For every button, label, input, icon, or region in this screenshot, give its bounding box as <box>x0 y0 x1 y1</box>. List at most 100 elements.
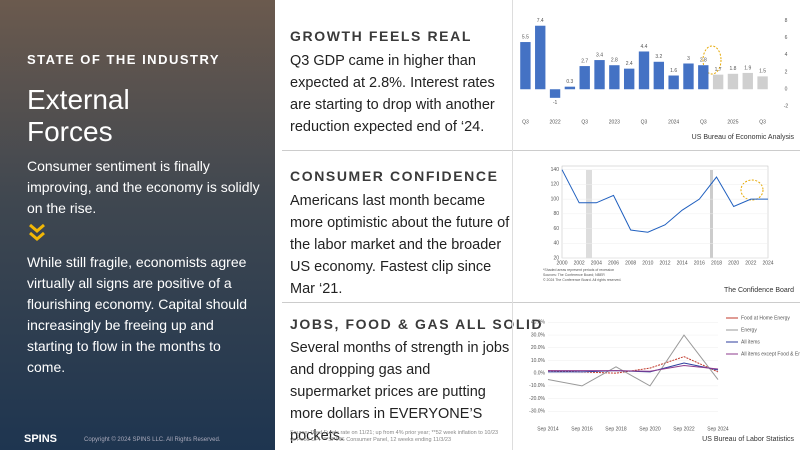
bar <box>727 73 739 90</box>
x-tick-label: 2025 <box>727 119 738 125</box>
highlight <box>702 45 722 75</box>
divider <box>512 0 513 450</box>
bar <box>638 51 650 90</box>
value-label: 4.4 <box>641 44 648 50</box>
paragraph: Consumer sentiment is finally improving,… <box>27 158 260 216</box>
y-tick-label: 20.0% <box>531 345 546 351</box>
bar <box>742 72 753 90</box>
highlight <box>740 179 764 201</box>
logo: SPINS <box>24 433 58 445</box>
x-tick-label: Sep 2022 <box>673 426 695 432</box>
x-tick-label: 2018 <box>711 260 722 266</box>
x-tick-label: 2020 <box>728 260 739 266</box>
y-tick-label: 100 <box>551 196 560 202</box>
bar <box>549 89 561 98</box>
chevron-icon <box>29 223 45 241</box>
value-label: 1.9 <box>744 65 751 71</box>
x-tick-label: 2004 <box>591 260 602 266</box>
bar <box>579 66 590 90</box>
source: US Bureau of Labor Statistics <box>702 436 794 443</box>
line <box>561 169 768 233</box>
x-tick-label: 2010 <box>642 260 653 266</box>
bar <box>520 42 531 90</box>
y-tick-label: 2 <box>785 69 788 75</box>
bar <box>623 68 635 90</box>
sidebar: STATE OF THE INDUSTRY External Forces Con… <box>0 0 275 450</box>
x-tick-label: Sep 2016 <box>571 426 593 432</box>
x-tick-label: Q3 <box>641 119 648 125</box>
source: US Bureau of Economic Analysis <box>691 134 794 141</box>
note: Sources: The Conference Board; NBER <box>543 273 605 277</box>
heading: GROWTH FEELS REAL <box>290 28 472 44</box>
y-tick-label: 0.0% <box>534 371 546 377</box>
x-tick-label: 2012 <box>659 260 670 266</box>
y-tick-label: 40.0% <box>531 320 546 326</box>
y-tick-label: 20 <box>553 255 559 261</box>
value-label: 0.3 <box>566 79 573 85</box>
bar <box>668 75 679 90</box>
bar <box>683 63 694 90</box>
value-label: 1.5 <box>759 69 766 75</box>
plot-frame <box>561 165 769 259</box>
bar <box>757 76 768 90</box>
separator <box>282 150 800 151</box>
bar <box>535 25 546 90</box>
y-tick-label: -10.0% <box>529 383 545 389</box>
x-tick-label: Q3 <box>759 119 766 125</box>
value-label: 2.8 <box>611 58 618 64</box>
bar <box>609 65 620 90</box>
value-label: 3.2 <box>655 54 662 60</box>
y-tick-label: -20.0% <box>529 396 545 402</box>
value-label: -1 <box>553 100 558 106</box>
x-tick-label: 2022 <box>745 260 756 266</box>
y-tick-label: 0 <box>785 87 788 93</box>
paragraph: While still fragile, economists agree vi… <box>27 254 247 375</box>
y-tick-label: -2 <box>784 104 789 110</box>
x-tick-label: 2008 <box>625 260 636 266</box>
x-tick-label: Q3 <box>581 119 588 125</box>
legend-label: All items except Food & Energy <box>741 351 800 357</box>
x-tick-label: Sep 2020 <box>639 426 661 432</box>
y-tick-label: 40 <box>553 241 559 247</box>
value-label: 1.7 <box>715 67 722 73</box>
y-tick-label: 10.0% <box>531 358 546 364</box>
bar <box>564 86 576 90</box>
y-tick-label: 6 <box>785 35 788 41</box>
value-label: 1.6 <box>670 68 677 74</box>
title: External Forces <box>27 84 130 148</box>
source: The Confidence Board <box>723 287 794 294</box>
heading: CONSUMER CONFIDENCE <box>290 168 499 184</box>
value-label: 7.4 <box>537 18 544 24</box>
footnote: Source: *Fed Funds rate on 11/21; up fro… <box>290 430 499 443</box>
title-line: External <box>27 84 130 115</box>
legend-label: Food at Home Energy <box>741 315 790 321</box>
value-label: 3.4 <box>596 52 603 58</box>
title-line: Forces <box>27 116 113 147</box>
x-tick-label: 2014 <box>677 260 688 266</box>
y-tick-label: 60 <box>553 226 559 232</box>
note: © 2024 The Conference Board. All rights … <box>543 278 621 282</box>
x-tick-label: 2024 <box>668 119 679 125</box>
x-tick-label: Q3 <box>700 119 707 125</box>
x-tick-label: 2016 <box>694 260 705 266</box>
value-label: 5.5 <box>522 34 529 40</box>
y-tick-label: 8 <box>785 18 788 24</box>
heading: JOBS, FOOD & GAS ALL SOLID <box>290 316 544 332</box>
value-label: 2.4 <box>626 61 633 67</box>
y-tick-label: 4 <box>785 52 788 58</box>
x-tick-label: 2022 <box>549 119 560 125</box>
x-tick-label: Q3 <box>522 119 529 125</box>
line <box>548 365 719 372</box>
line <box>547 334 719 387</box>
body: Americans last month became more optimis… <box>290 193 510 297</box>
value-label: 3 <box>687 56 690 62</box>
note: *Shaded areas represent periods of reces… <box>543 268 614 272</box>
legend-label: All items <box>741 339 760 345</box>
x-tick-label: Sep 2018 <box>605 426 627 432</box>
x-tick-label: 2024 <box>762 260 773 266</box>
bar <box>594 60 605 90</box>
kicker: STATE OF THE INDUSTRY <box>27 52 221 67</box>
y-tick-label: 120 <box>551 182 560 188</box>
value-label: 2.7 <box>581 58 588 64</box>
